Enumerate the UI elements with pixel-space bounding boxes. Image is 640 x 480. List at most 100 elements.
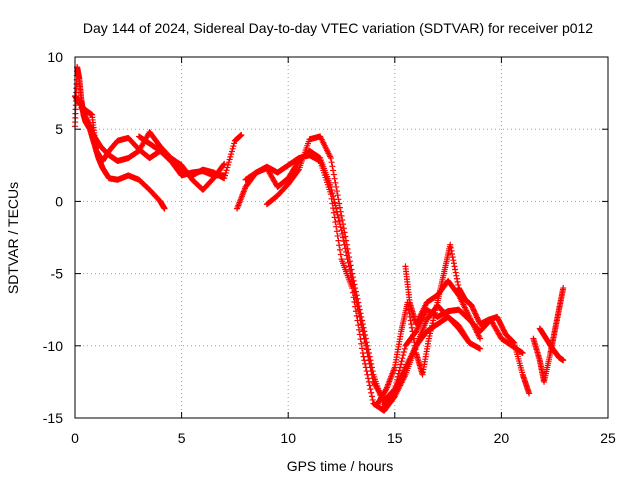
data-point [356, 303, 363, 310]
data-point [454, 278, 461, 285]
series-track-k [536, 325, 567, 364]
data-point [394, 373, 401, 380]
y-tick-label: -10 [43, 338, 63, 354]
data-point [238, 131, 245, 138]
data-point [391, 386, 398, 393]
data-point [330, 209, 337, 216]
data-point [352, 285, 359, 292]
data-point [447, 241, 454, 248]
y-tick-label: 10 [47, 49, 63, 65]
x-tick-label: 20 [494, 430, 510, 446]
plot-frame [74, 56, 609, 419]
data-point [332, 202, 339, 209]
data-point [353, 292, 360, 299]
data-point [359, 317, 366, 324]
data-point [229, 145, 236, 152]
data-point [334, 192, 341, 199]
data-point [350, 277, 357, 284]
data-point [399, 355, 406, 362]
data-point [329, 163, 336, 170]
data-point [349, 270, 356, 277]
y-axis-label: SDTVAR / TECUs [5, 182, 21, 294]
data-point [455, 281, 462, 288]
data-point [336, 246, 343, 253]
data-point [400, 352, 407, 359]
data-point [451, 263, 458, 270]
data-point [336, 242, 343, 249]
data-point [398, 358, 405, 365]
data-point [358, 340, 365, 347]
data-point [365, 350, 372, 357]
data-point [400, 348, 407, 355]
series-track-i [402, 263, 484, 342]
data-point [333, 183, 340, 190]
data-point [226, 156, 233, 163]
y-tick-label: -15 [43, 410, 63, 426]
data-point [333, 205, 340, 212]
data-point [448, 247, 455, 254]
data-point [401, 345, 408, 352]
data-point [470, 306, 477, 313]
data-point [222, 172, 229, 179]
ticks-layer: 0 5 10 15 20 25 10 5 0 -5 -10 -15 [43, 49, 616, 446]
data-point [328, 187, 335, 194]
data-point [477, 335, 484, 342]
data-point [345, 249, 352, 256]
data-point [408, 324, 415, 331]
data-point [470, 307, 477, 314]
data-point [224, 164, 231, 171]
series-track-j [530, 285, 567, 385]
y-tick-label: 5 [55, 121, 63, 137]
data-point [225, 159, 232, 166]
data-point [346, 254, 353, 261]
data-point [347, 262, 354, 269]
data-point [340, 221, 347, 228]
data-point [343, 237, 350, 244]
data-point [359, 321, 366, 328]
data-point [336, 204, 343, 211]
data-point [396, 367, 403, 374]
data-marks [72, 64, 567, 414]
x-tick-label: 15 [387, 430, 403, 446]
x-tick-label: 10 [280, 430, 296, 446]
data-point [471, 309, 478, 316]
data-point [395, 370, 402, 377]
data-point [472, 311, 479, 318]
data-point [452, 266, 459, 273]
data-point [393, 379, 400, 386]
data-point [332, 219, 339, 226]
data-point [328, 159, 335, 166]
data-point [560, 357, 567, 364]
data-point [367, 386, 374, 393]
data-point [221, 175, 228, 182]
data-point [560, 285, 567, 292]
data-point [337, 224, 344, 231]
data-point [369, 368, 376, 375]
data-point [475, 317, 482, 324]
data-point [349, 274, 356, 281]
data-point [231, 140, 238, 147]
data-point [509, 338, 516, 345]
data-point [465, 338, 472, 345]
data-point [392, 383, 399, 390]
data-point [449, 254, 456, 261]
data-point [331, 175, 338, 182]
series-track-h [374, 241, 533, 407]
data-point [333, 188, 340, 195]
data-point [397, 361, 404, 368]
data-point [510, 339, 517, 346]
data-point [335, 214, 342, 221]
data-point [333, 228, 340, 235]
data-point [357, 310, 364, 317]
data-point [342, 233, 349, 240]
data-point [327, 183, 334, 190]
data-point [474, 314, 481, 321]
data-point [330, 193, 337, 200]
data-point [356, 306, 363, 313]
data-point [340, 225, 347, 232]
data-point [410, 331, 417, 338]
data-point [473, 313, 480, 320]
data-point [230, 143, 237, 150]
data-point [519, 350, 526, 357]
data-point [468, 302, 475, 309]
